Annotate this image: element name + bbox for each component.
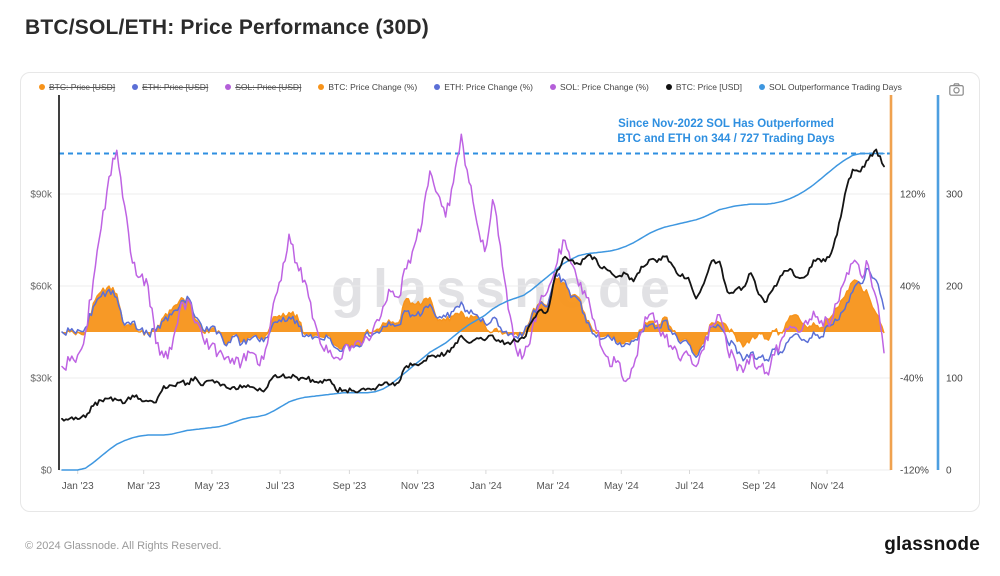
legend-item-6[interactable]: BTC: Price [USD]	[665, 82, 742, 92]
legend-dot	[758, 84, 765, 90]
x-axis-label: Sep '23	[333, 481, 367, 492]
y-axis-pct-label: -40%	[900, 374, 923, 385]
legend-label: SOL Outperformance Trading Days	[768, 82, 902, 92]
y-axis-usd-label: $30k	[30, 374, 53, 385]
annotation-line-1: Since Nov-2022 SOL Has Outperformed	[618, 118, 834, 130]
legend-dot	[434, 84, 441, 90]
series-line-sol-price-change-	[61, 133, 885, 383]
legend-item-3[interactable]: BTC: Price Change (%)	[318, 82, 417, 92]
legend-dot	[39, 84, 45, 90]
y-axis-days-label: 200	[946, 282, 963, 293]
legend-label: BTC: Price [USD]	[49, 82, 116, 92]
x-axis-label: Jul '24	[675, 481, 704, 492]
annotation-line-2: BTC and ETH on 344 / 727 Trading Days	[617, 133, 835, 145]
glassnode-logo: glassnode	[884, 534, 980, 555]
y-axis-usd-label: $0	[41, 466, 53, 477]
legend-label: ETH: Price [USD]	[142, 82, 209, 92]
series-outline-btc-price-change	[61, 277, 885, 356]
legend-label: SOL: Price [USD]	[235, 82, 302, 92]
price-performance-chart: $90k $60k $30k $0 120% 40% -40% -120% 300 200 100 0…	[30, 95, 963, 493]
legend-item-2[interactable]: SOL: Price [USD]	[225, 82, 301, 92]
legend-label: BTC: Price [USD]	[675, 82, 742, 92]
y-axis-pct-label: -120%	[900, 466, 929, 477]
legend-label: SOL: Price Change (%)	[560, 82, 649, 92]
legend-label: BTC: Price Change (%)	[328, 82, 418, 92]
chart-legend: BTC: Price [USD] ETH: Price [USD] SOL: Pri…	[39, 82, 902, 92]
y-axis-days-label: 0	[946, 466, 952, 477]
series-area-btc-price-change	[62, 277, 884, 355]
page-title: BTC/SOL/ETH: Price Performance (30D)	[25, 16, 429, 39]
legend-item-0[interactable]: BTC: Price [USD]	[39, 82, 115, 92]
x-axis-label: Jan '23	[62, 481, 94, 492]
chart-card: BTC: Price [USD] ETH: Price [USD] SOL: Pri…	[20, 72, 980, 512]
y-axis-pct-label: 40%	[900, 282, 920, 293]
legend-dot	[225, 84, 232, 90]
y-axis-days-label: 100	[946, 374, 963, 385]
y-axis-pct-label: 120%	[900, 190, 926, 201]
legend-dot	[550, 84, 557, 90]
y-axis-usd-label: $60k	[30, 282, 53, 293]
x-axis-label: May '24	[604, 481, 639, 492]
legend-item-7[interactable]: SOL Outperformance Trading Days	[758, 82, 902, 92]
legend-dot	[665, 84, 672, 90]
series-line-eth-price-change-	[61, 267, 885, 362]
x-axis-label: Jul '23	[266, 481, 295, 492]
legend-item-4[interactable]: ETH: Price Change (%)	[434, 82, 533, 92]
series-line-sol-outperformance-trading-days	[61, 152, 885, 471]
camera-icon	[948, 82, 964, 96]
x-axis-label: Mar '24	[536, 481, 569, 492]
x-axis-label: May '23	[195, 481, 230, 492]
x-axis-label: Nov '24	[810, 481, 844, 492]
export-snapshot-button[interactable]	[945, 79, 967, 99]
chart-annotation: Since Nov-2022 SOL Has Outperformed BTC …	[561, 117, 891, 147]
x-axis-label: Nov '23	[401, 481, 435, 492]
watermark: glassnode	[331, 259, 680, 319]
series-line-btc-price-usd-	[61, 148, 885, 422]
y-axis-days-label: 300	[946, 190, 963, 201]
legend-dot	[318, 84, 325, 90]
gridlines: $90k $60k $30k $0 120% 40% -40% -120% 300 200 100 0…	[30, 190, 963, 493]
y-axis-usd-label: $90k	[30, 190, 53, 201]
legend-item-1[interactable]: ETH: Price [USD]	[132, 82, 208, 92]
copyright-text: © 2024 Glassnode. All Rights Reserved.	[25, 540, 222, 552]
legend-dot	[132, 84, 139, 90]
legend-label: ETH: Price Change (%)	[444, 82, 534, 92]
x-axis-label: Sep '24	[742, 481, 776, 492]
x-axis-label: Mar '23	[127, 481, 160, 492]
x-axis-label: Jan '24	[470, 481, 502, 492]
legend-item-5[interactable]: SOL: Price Change (%)	[550, 82, 649, 92]
